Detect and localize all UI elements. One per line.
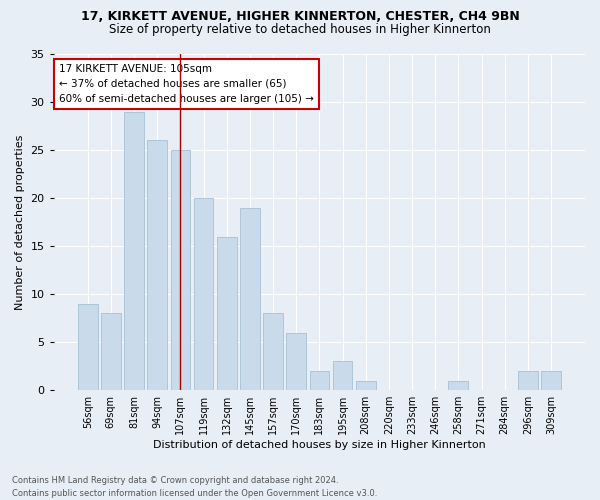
- Bar: [541, 371, 561, 390]
- Bar: [78, 304, 98, 390]
- Bar: [356, 380, 376, 390]
- Y-axis label: Number of detached properties: Number of detached properties: [15, 134, 25, 310]
- Bar: [263, 314, 283, 390]
- X-axis label: Distribution of detached houses by size in Higher Kinnerton: Distribution of detached houses by size …: [153, 440, 486, 450]
- Bar: [124, 112, 144, 390]
- Bar: [217, 236, 236, 390]
- Bar: [194, 198, 214, 390]
- Bar: [240, 208, 260, 390]
- Text: 17 KIRKETT AVENUE: 105sqm
← 37% of detached houses are smaller (65)
60% of semi-: 17 KIRKETT AVENUE: 105sqm ← 37% of detac…: [59, 64, 314, 104]
- Text: Contains HM Land Registry data © Crown copyright and database right 2024.
Contai: Contains HM Land Registry data © Crown c…: [12, 476, 377, 498]
- Bar: [170, 150, 190, 390]
- Bar: [332, 362, 352, 390]
- Bar: [101, 314, 121, 390]
- Bar: [518, 371, 538, 390]
- Bar: [148, 140, 167, 390]
- Text: 17, KIRKETT AVENUE, HIGHER KINNERTON, CHESTER, CH4 9BN: 17, KIRKETT AVENUE, HIGHER KINNERTON, CH…: [80, 10, 520, 23]
- Bar: [448, 380, 468, 390]
- Bar: [286, 332, 306, 390]
- Text: Size of property relative to detached houses in Higher Kinnerton: Size of property relative to detached ho…: [109, 22, 491, 36]
- Bar: [310, 371, 329, 390]
